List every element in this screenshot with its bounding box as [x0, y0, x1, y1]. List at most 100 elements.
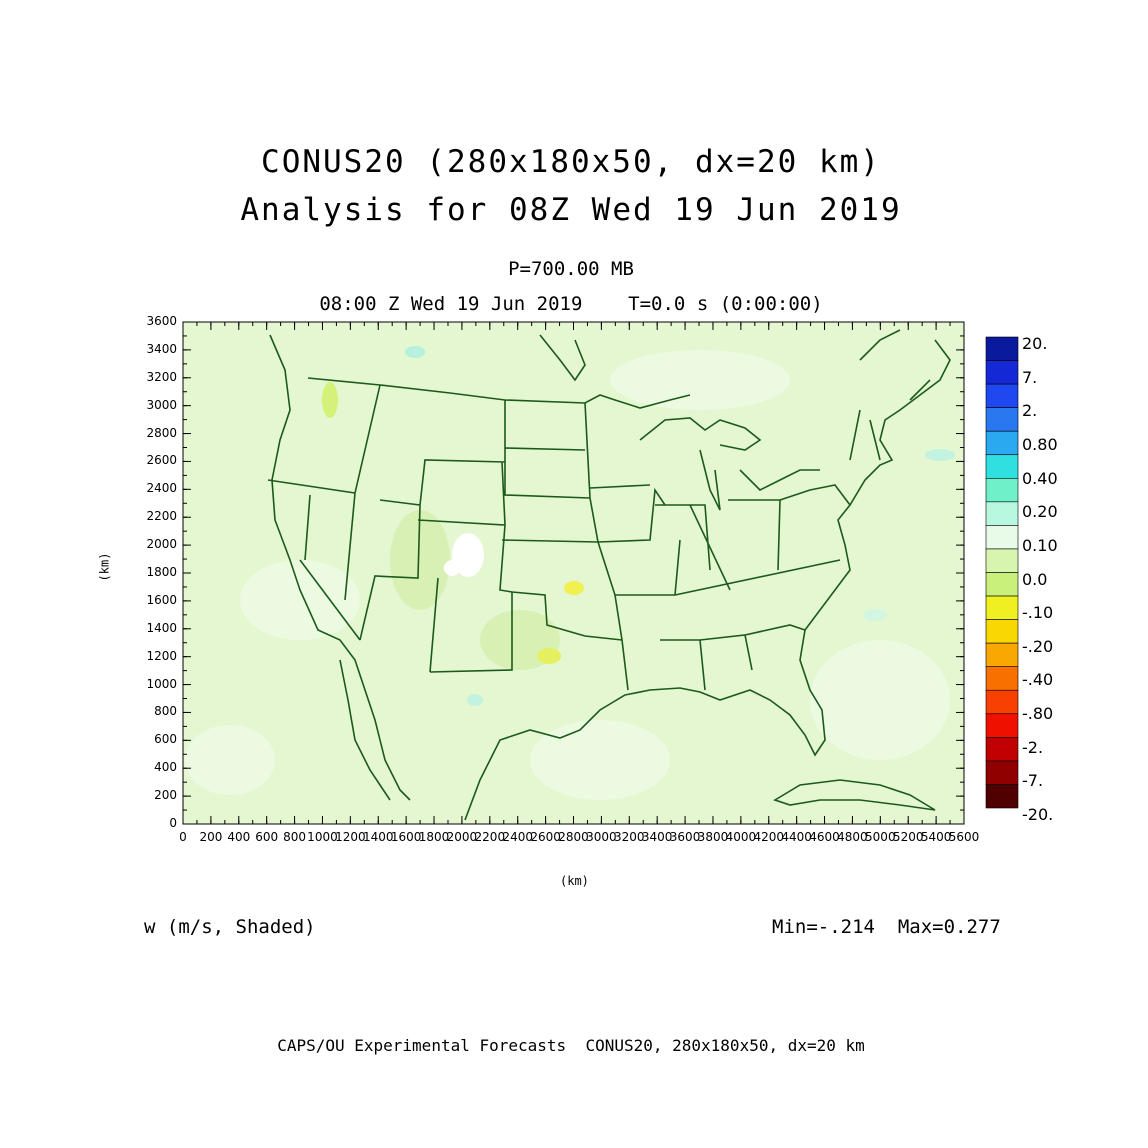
x-tick-label: 0 — [179, 830, 187, 844]
atlantic-coastline — [804, 339, 951, 631]
map-outlines — [267, 329, 951, 821]
x-tick-label: 5600 — [948, 830, 980, 844]
y-tick-label: 3200 — [146, 369, 177, 384]
colorbar-swatch — [985, 572, 1019, 597]
y-tick-label: 3400 — [146, 341, 177, 356]
canada-coast — [539, 329, 931, 401]
colorbar-label: 20. — [1022, 334, 1048, 353]
x-tick-label: 3600 — [669, 830, 701, 844]
x-tick-label: 2800 — [558, 830, 589, 844]
y-tick-label: 1600 — [146, 592, 177, 607]
x-tick-label: 3000 — [586, 830, 617, 844]
colorbar-label: -.40 — [1022, 670, 1054, 690]
x-tick-label: 4800 — [837, 830, 868, 844]
colorbar-label: 0.0 — [1022, 569, 1048, 589]
x-tick-label: 2000 — [446, 830, 478, 844]
min-max-label: Min=-.214 Max=0.277 — [772, 916, 1001, 938]
state-borders — [267, 384, 881, 691]
colorbar-swatch — [985, 525, 1019, 550]
y-tick-label: 200 — [154, 788, 177, 803]
y-tick-label: 400 — [154, 760, 177, 775]
y-tick-label: 2200 — [146, 509, 177, 524]
y-tick-label: 2000 — [146, 537, 177, 552]
colorbar-swatch — [985, 454, 1019, 479]
colorbar-swatch — [985, 666, 1019, 691]
colorbar-swatch — [985, 430, 1019, 456]
y-tick-label: 0 — [169, 816, 177, 830]
x-tick-label: 2200 — [474, 830, 506, 844]
colorbar-label: -2. — [1022, 737, 1044, 757]
cuba — [773, 779, 936, 811]
colorbar-swatch — [985, 477, 1019, 503]
x-tick-label: 5000 — [865, 830, 896, 844]
colorbar-label: -.20 — [1022, 636, 1054, 656]
x-tick-label: 5200 — [892, 830, 924, 844]
x-tick-label: 3800 — [697, 830, 729, 844]
footer-credit: CAPS/OU Experimental Forecasts CONUS20, … — [277, 1036, 865, 1055]
colorbar-swatch — [985, 595, 1019, 620]
x-tick-label: 1200 — [335, 830, 366, 844]
x-tick-label: 3200 — [614, 830, 645, 844]
colorbar-swatch — [985, 713, 1019, 738]
x-axis-label: (km) — [560, 874, 589, 888]
colorbar-swatch — [985, 642, 1019, 668]
colorbar-swatch — [985, 548, 1019, 573]
colorbar-label: 0.80 — [1022, 434, 1058, 454]
title-line-2: Analysis for 08Z Wed 19 Jun 2019 — [240, 192, 902, 228]
x-tick-label: 1600 — [390, 830, 422, 844]
x-tick-label: 800 — [283, 830, 307, 844]
colorbar-label: 0.10 — [1022, 535, 1058, 555]
great-lakes — [639, 417, 820, 511]
colorbar-swatch — [985, 737, 1019, 762]
y-tick-label: 1800 — [146, 565, 177, 579]
colorbar-swatch — [985, 689, 1019, 715]
colorbar-label: -20. — [1022, 805, 1054, 824]
y-tick-label: 1000 — [146, 676, 177, 691]
tick-marks — [182, 321, 965, 825]
y-tick-label: 2400 — [146, 481, 177, 496]
colorbar-label: 2. — [1022, 401, 1038, 421]
field-patches — [185, 346, 955, 800]
y-axis-label: (km) — [97, 552, 112, 582]
colorbar-swatch — [985, 383, 1019, 408]
x-tick-label: 600 — [255, 830, 279, 844]
x-tick-label: 5400 — [920, 830, 952, 844]
colorbar-label: 7. — [1022, 367, 1038, 387]
colorbar-swatch — [985, 501, 1019, 526]
colorbar-label: -.10 — [1022, 603, 1054, 623]
colorbar-swatch — [985, 619, 1019, 644]
colorbar-swatch — [985, 360, 1019, 385]
y-tick-label: 600 — [154, 732, 177, 747]
y-tick-label: 2600 — [146, 453, 177, 468]
title-line-1: CONUS20 (280x180x50, dx=20 km) — [261, 144, 881, 180]
x-tick-label: 4400 — [781, 830, 812, 844]
x-tick-label: 2400 — [502, 830, 533, 844]
x-tick-label: 4000 — [725, 830, 757, 844]
colorbar-label: -.80 — [1022, 704, 1054, 724]
colorbar-label: -7. — [1022, 771, 1044, 791]
x-tick-label: 1800 — [418, 830, 450, 844]
colorbar-swatch — [985, 336, 1019, 361]
y-tick-label: 3600 — [146, 314, 177, 328]
us-canada-border — [307, 377, 691, 409]
pressure-level: P=700.00 MB — [508, 258, 634, 280]
gulf-coastline — [464, 629, 826, 821]
x-tick-label: 2600 — [530, 830, 561, 844]
x-tick-label: 200 — [199, 830, 223, 844]
variable-label: w (m/s, Shaded) — [144, 916, 316, 938]
colorbar-label: 0.40 — [1022, 468, 1058, 488]
x-tick-label: 1400 — [362, 830, 394, 844]
y-tick-label: 1400 — [146, 620, 177, 635]
colorbar-swatch — [985, 784, 1019, 809]
colorbar-label: 0.20 — [1022, 502, 1058, 522]
x-tick-label: 1000 — [307, 830, 338, 844]
colorbar-swatch — [985, 407, 1019, 432]
y-tick-label: 2800 — [146, 425, 177, 440]
x-tick-label: 4200 — [753, 830, 785, 844]
colorbar — [985, 336, 1019, 809]
x-tick-label: 4600 — [809, 830, 840, 844]
y-tick-label: 1200 — [146, 648, 177, 663]
x-tick-label: 400 — [227, 830, 251, 844]
valid-time: 08:00 Z Wed 19 Jun 2019 T=0.0 s (0:00:00… — [319, 293, 823, 315]
